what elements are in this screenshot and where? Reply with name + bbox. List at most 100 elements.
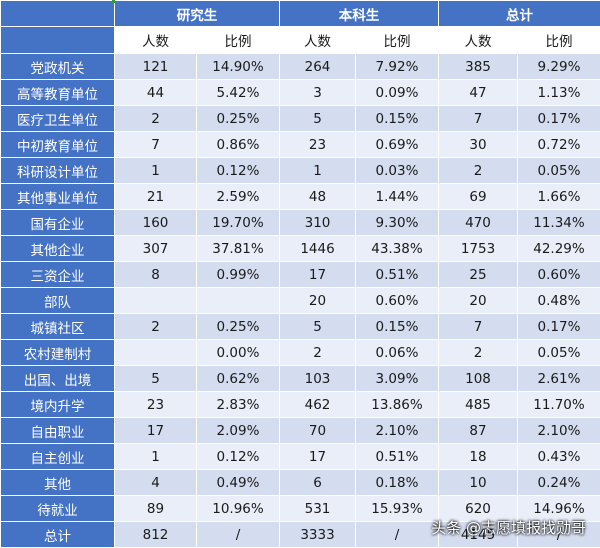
ratio-cell: 0.12% — [197, 444, 280, 470]
sub-header-count: 人数 — [115, 27, 197, 54]
count-cell: 4 — [115, 470, 197, 496]
row-label: 医疗卫生单位 — [1, 106, 115, 132]
count-cell: 1 — [115, 158, 197, 184]
ratio-cell: 1.13% — [518, 80, 600, 106]
row-label: 出国、出境 — [1, 366, 115, 392]
count-cell: 121 — [115, 54, 197, 80]
sub-header-ratio: 比例 — [356, 27, 439, 54]
count-cell: 310 — [280, 210, 356, 236]
row-label: 三资企业 — [1, 262, 115, 288]
count-cell: 470 — [439, 210, 518, 236]
ratio-cell: 0.17% — [518, 314, 600, 340]
count-cell: 44 — [115, 80, 197, 106]
count-cell: 20 — [280, 288, 356, 314]
ratio-cell: 2.61% — [518, 366, 600, 392]
count-cell: 6 — [280, 470, 356, 496]
ratio-cell: 5.42% — [197, 80, 280, 106]
count-cell: 20 — [439, 288, 518, 314]
ratio-cell: 9.30% — [356, 210, 439, 236]
ratio-cell: 0.05% — [518, 340, 600, 366]
count-cell: 5 — [115, 366, 197, 392]
row-label: 部队 — [1, 288, 115, 314]
row-label: 其他 — [1, 470, 115, 496]
ratio-cell: 0.00% — [197, 340, 280, 366]
count-cell: 812 — [115, 522, 197, 548]
ratio-cell: 0.51% — [356, 262, 439, 288]
count-cell: 48 — [280, 184, 356, 210]
ratio-cell: 0.18% — [356, 470, 439, 496]
count-cell: 2 — [439, 340, 518, 366]
ratio-cell: 19.70% — [197, 210, 280, 236]
row-label: 境内升学 — [1, 392, 115, 418]
count-cell: 462 — [280, 392, 356, 418]
count-cell: 307 — [115, 236, 197, 262]
ratio-cell: 0.25% — [197, 314, 280, 340]
count-cell: 70 — [280, 418, 356, 444]
count-cell: 18 — [439, 444, 518, 470]
ratio-cell: 10.96% — [197, 496, 280, 522]
count-cell: 1753 — [439, 236, 518, 262]
count-cell: 620 — [439, 496, 518, 522]
ratio-cell: / — [518, 522, 600, 548]
ratio-cell: 0.60% — [518, 262, 600, 288]
count-cell: 485 — [439, 392, 518, 418]
ratio-cell: 0.99% — [197, 262, 280, 288]
count-cell: 87 — [439, 418, 518, 444]
ratio-cell: 2.09% — [197, 418, 280, 444]
group-header-undergraduate: 本科生 — [280, 1, 439, 27]
ratio-cell: 0.15% — [356, 106, 439, 132]
count-cell: 4145 — [439, 522, 518, 548]
ratio-cell: 0.69% — [356, 132, 439, 158]
sub-header-ratio: 比例 — [518, 27, 600, 54]
row-label: 国有企业 — [1, 210, 115, 236]
count-cell: 2 — [280, 340, 356, 366]
row-label: 待就业 — [1, 496, 115, 522]
count-cell: 264 — [280, 54, 356, 80]
ratio-cell: 2.10% — [518, 418, 600, 444]
ratio-cell: 0.06% — [356, 340, 439, 366]
count-cell: 23 — [280, 132, 356, 158]
top-marker — [112, 0, 115, 3]
sub-header-ratio: 比例 — [197, 27, 280, 54]
ratio-cell: 0.86% — [197, 132, 280, 158]
count-cell: 1 — [280, 158, 356, 184]
corner-cell-sub — [1, 27, 115, 54]
sub-header-count: 人数 — [280, 27, 356, 54]
ratio-cell: 9.29% — [518, 54, 600, 80]
group-header-graduate: 研究生 — [115, 1, 280, 27]
ratio-cell: 3.09% — [356, 366, 439, 392]
ratio-cell: 2.10% — [356, 418, 439, 444]
ratio-cell: 11.70% — [518, 392, 600, 418]
ratio-cell: 0.05% — [518, 158, 600, 184]
ratio-cell: 0.51% — [356, 444, 439, 470]
count-cell: 2 — [115, 106, 197, 132]
row-label: 城镇社区 — [1, 314, 115, 340]
count-cell: 2 — [115, 314, 197, 340]
count-cell — [115, 340, 197, 366]
ratio-cell: 0.25% — [197, 106, 280, 132]
ratio-cell: 0.24% — [518, 470, 600, 496]
row-label: 中初教育单位 — [1, 132, 115, 158]
ratio-cell: 13.86% — [356, 392, 439, 418]
ratio-cell: 43.38% — [356, 236, 439, 262]
count-cell: 17 — [115, 418, 197, 444]
ratio-cell — [197, 288, 280, 314]
sub-header-count: 人数 — [439, 27, 518, 54]
ratio-cell: 0.43% — [518, 444, 600, 470]
